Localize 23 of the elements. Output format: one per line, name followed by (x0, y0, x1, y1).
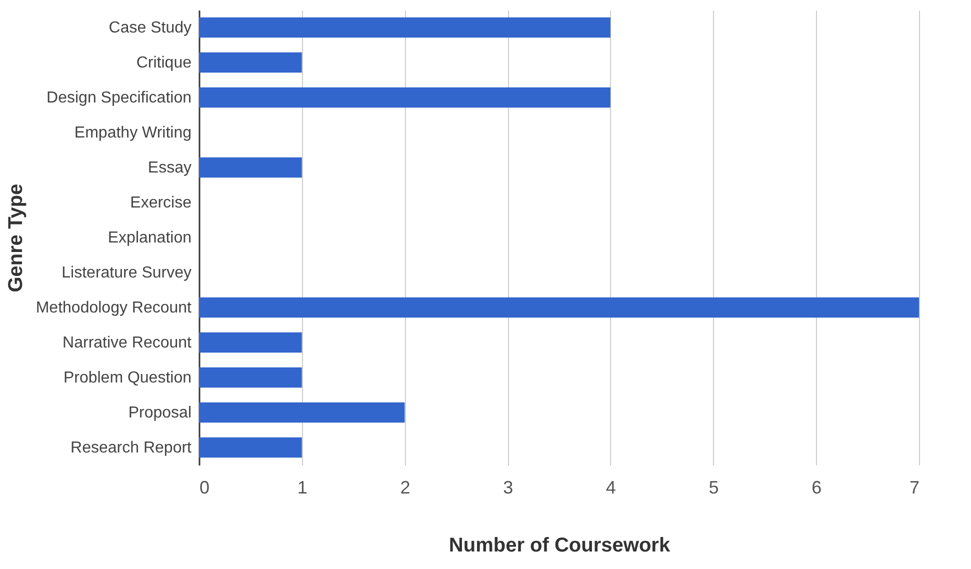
x-tick-label: 2 (400, 478, 410, 498)
y-tick-label: Research Report (70, 440, 192, 456)
y-tick-label: Critique (136, 54, 192, 72)
x-tick-label: 3 (503, 478, 514, 498)
x-tick-label: 1 (297, 478, 308, 498)
y-tick-label: Essay (148, 160, 192, 176)
y-tick-label: Case Study (108, 20, 192, 36)
x-tick-label: 7 (909, 478, 920, 498)
x-tick-label: 0 (200, 478, 210, 498)
y-tick-label: Empathy Writing (74, 124, 192, 142)
x-tick-label: 4 (606, 478, 616, 498)
x-axis-title: Number of Coursework (448, 534, 671, 556)
x-tick-label: 5 (708, 478, 719, 498)
y-tick-label: Problem Question (63, 370, 192, 386)
x-tick-label: 6 (812, 478, 822, 498)
y-tick-label: Listerature Survey (62, 264, 192, 282)
y-tick-label: Narrative Recount (62, 334, 192, 352)
y-tick-label: Design Specification (46, 90, 192, 106)
y-tick-label: Explanation (108, 230, 192, 246)
y-tick-label: Proposal (128, 404, 192, 422)
y-axis-title: Genre Type (4, 184, 27, 292)
y-tick-label: Exercise (130, 194, 192, 212)
y-tick-label: Methodology Recount (36, 300, 192, 316)
